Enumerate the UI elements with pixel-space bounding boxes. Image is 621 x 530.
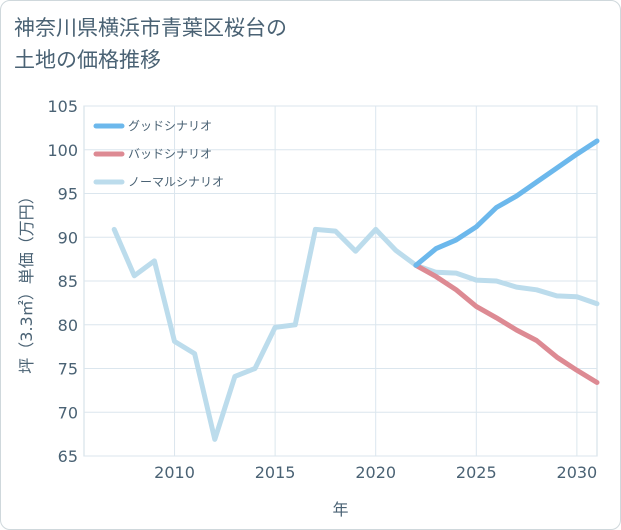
y-tick-label: 80 (58, 316, 78, 335)
legend-label: グッドシナリオ (128, 119, 212, 133)
legend-label: バッドシナリオ (128, 147, 212, 161)
series-line-good (413, 138, 600, 268)
y-tick-label: 95 (58, 185, 78, 204)
y-tick-label: 75 (58, 360, 78, 379)
x-tick-label: 2030 (557, 463, 598, 482)
grid-lines (83, 105, 598, 457)
y-tick-label: 90 (58, 228, 78, 247)
y-tick-label: 105 (47, 97, 78, 116)
y-axis-label: 坪（3.3㎡）単価（万円） (17, 188, 36, 373)
x-axis-ticks: 2010 2015 2020 2025 2030 (154, 463, 597, 482)
y-tick-label: 85 (58, 272, 78, 291)
y-tick-label: 70 (58, 403, 78, 422)
series-line-bad (413, 262, 600, 385)
x-tick-label: 2015 (255, 463, 296, 482)
y-axis-ticks: 65 70 75 80 85 90 95 100 105 (47, 97, 78, 466)
legend-label: ノーマルシナリオ (128, 175, 224, 189)
series-lines (111, 138, 600, 442)
x-tick-label: 2025 (456, 463, 497, 482)
series-line-normal (111, 226, 600, 442)
x-axis-label: 年 (332, 500, 348, 519)
y-tick-label: 100 (47, 141, 78, 160)
x-tick-label: 2020 (355, 463, 396, 482)
x-tick-label: 2010 (154, 463, 195, 482)
y-tick-label: 65 (58, 447, 78, 466)
chart-title: 神奈川県横浜市青葉区桜台の 土地の価格推移 (14, 16, 287, 72)
